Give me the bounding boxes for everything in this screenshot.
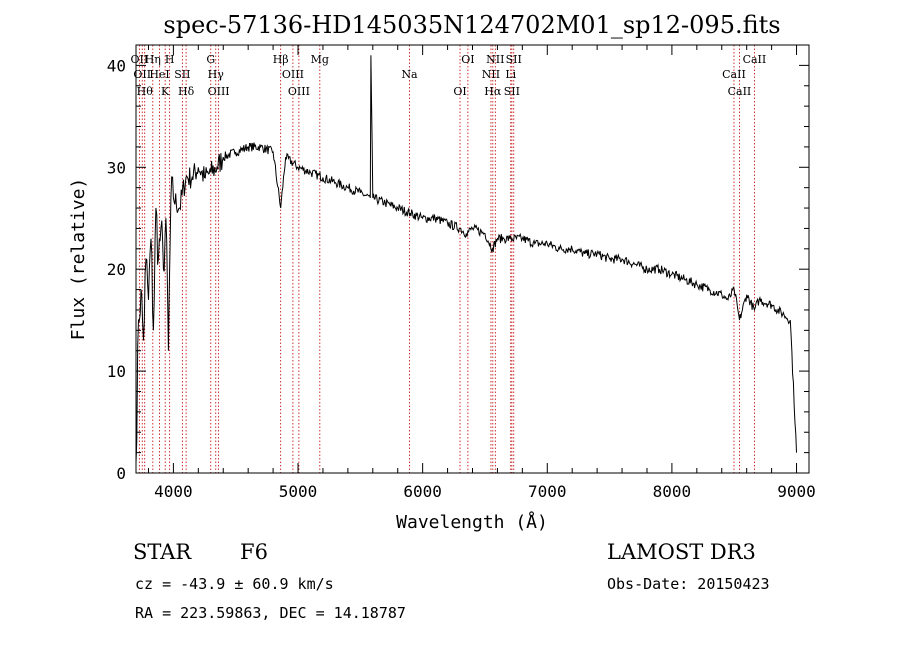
spectral-subclass: F6 (240, 540, 268, 564)
line-label: Na (401, 68, 418, 81)
line-label: OIII (288, 85, 310, 98)
line-label: OI (453, 85, 466, 98)
emission-line-markers (138, 45, 755, 473)
line-label: SII (506, 53, 522, 66)
line-label: H (165, 53, 175, 66)
line-label: K (161, 85, 170, 98)
line-label: Hβ (273, 53, 289, 66)
line-label: HeI (149, 68, 169, 81)
line-label: CaII (722, 68, 746, 81)
line-label: CaII (728, 85, 752, 98)
observation-date: Obs-Date: 20150423 (607, 575, 770, 593)
x-tick-label: 9000 (777, 482, 816, 501)
y-axis-label: Flux (relative) (68, 178, 89, 341)
chart-title: spec-57136-HD145035N124702M01_sp12-095.f… (163, 11, 780, 39)
line-label: Hη (145, 53, 161, 66)
flux-series-line (135, 55, 797, 463)
line-label: OII (133, 68, 151, 81)
x-tick-label: 4000 (154, 482, 193, 501)
line-label: Hγ (208, 68, 225, 81)
emission-line-labels: OII OII Hθ Hη HeI K H SII Hδ G Hγ OIII Hβ OIII OIII Mg N… (131, 53, 767, 98)
line-label: OII (131, 53, 149, 66)
line-label: Hθ (137, 85, 154, 98)
y-tick-label: 40 (107, 56, 126, 75)
survey-name: LAMOST DR3 (607, 540, 756, 564)
x-tick-label: 7000 (528, 482, 567, 501)
x-axis-label: Wavelength (Å) (396, 511, 548, 533)
line-label: SII (504, 85, 520, 98)
y-tick-label: 10 (107, 362, 126, 381)
x-tick-label: 5000 (279, 482, 318, 501)
line-label: Hδ (178, 85, 195, 98)
y-tick-label: 30 (107, 158, 126, 177)
plot-frame (135, 44, 810, 474)
line-label: Hα (484, 85, 502, 98)
line-label: OI (461, 53, 474, 66)
line-label: OIII (208, 85, 230, 98)
coordinates: RA = 223.59863, DEC = 14.18787 (135, 604, 406, 622)
line-label: NII (486, 53, 504, 66)
y-axis: 0 10 20 30 40 (107, 44, 809, 483)
x-axis: 4000 5000 6000 7000 8000 9000 (147, 45, 816, 501)
x-tick-label: 6000 (403, 482, 442, 501)
line-label: SII (174, 68, 190, 81)
line-label: Li (505, 68, 516, 81)
line-label: G (206, 53, 215, 66)
redshift-velocity: cz = -43.9 ± 60.9 km/s (135, 575, 334, 593)
x-tick-label: 8000 (653, 482, 692, 501)
y-tick-label: 20 (107, 260, 126, 279)
y-tick-label: 0 (116, 464, 126, 483)
line-label: NII (482, 68, 500, 81)
line-label: Mg (311, 53, 329, 66)
object-type: STAR (133, 540, 192, 564)
line-label: OIII (282, 68, 304, 81)
line-label: CaII (743, 53, 767, 66)
